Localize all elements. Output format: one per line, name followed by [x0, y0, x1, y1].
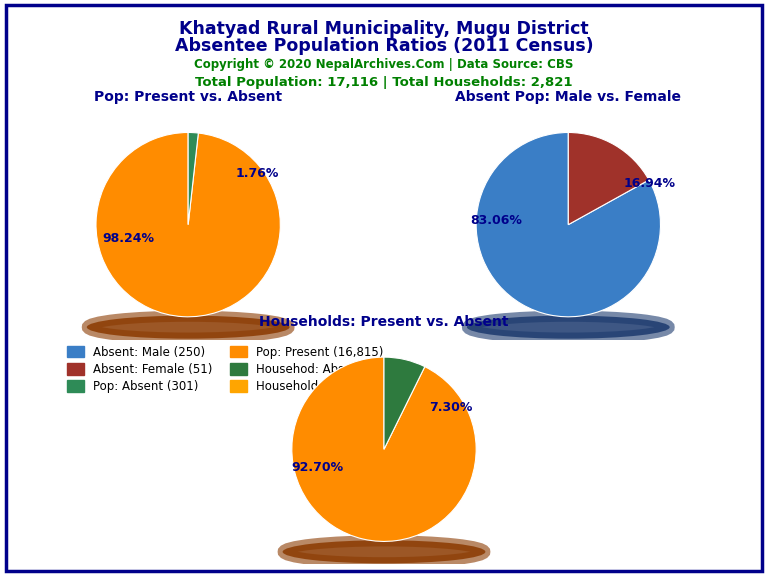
Wedge shape: [384, 357, 425, 449]
Text: 16.94%: 16.94%: [624, 177, 675, 190]
Text: 1.76%: 1.76%: [236, 168, 279, 180]
Wedge shape: [188, 132, 198, 225]
Title: Households: Present vs. Absent: Households: Present vs. Absent: [260, 314, 508, 329]
Text: Khatyad Rural Municipality, Mugu District: Khatyad Rural Municipality, Mugu Distric…: [179, 20, 589, 38]
Title: Absent Pop: Male vs. Female: Absent Pop: Male vs. Female: [455, 90, 681, 104]
Text: Copyright © 2020 NepalArchives.Com | Data Source: CBS: Copyright © 2020 NepalArchives.Com | Dat…: [194, 58, 574, 71]
Text: 7.30%: 7.30%: [429, 401, 472, 414]
Wedge shape: [292, 357, 476, 541]
Ellipse shape: [87, 316, 290, 339]
Text: Total Population: 17,116 | Total Households: 2,821: Total Population: 17,116 | Total Househo…: [195, 76, 573, 89]
Text: 92.70%: 92.70%: [292, 461, 344, 474]
Text: 98.24%: 98.24%: [102, 232, 154, 245]
Wedge shape: [96, 132, 280, 317]
Legend: Absent: Male (250), Absent: Female (51), Pop: Absent (301), Pop: Present (16,815: Absent: Male (250), Absent: Female (51),…: [68, 346, 417, 393]
Wedge shape: [568, 132, 649, 225]
Text: 83.06%: 83.06%: [471, 214, 522, 226]
Ellipse shape: [467, 316, 670, 339]
Text: Absentee Population Ratios (2011 Census): Absentee Population Ratios (2011 Census): [174, 37, 594, 55]
Wedge shape: [476, 132, 660, 317]
Ellipse shape: [283, 540, 485, 563]
Title: Pop: Present vs. Absent: Pop: Present vs. Absent: [94, 90, 282, 104]
